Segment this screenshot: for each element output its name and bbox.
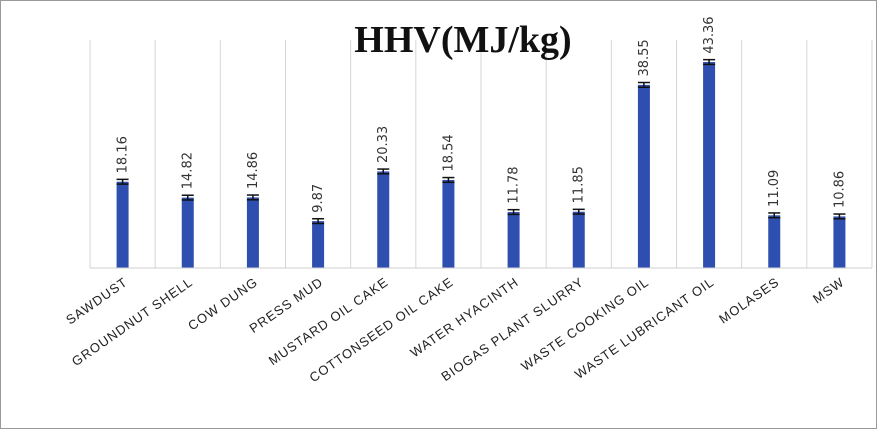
- category-label: MSW: [810, 274, 847, 306]
- data-label: 18.54: [441, 134, 456, 171]
- bar: [442, 179, 455, 268]
- bar: [507, 212, 520, 268]
- category-label: GROUNDNUT SHELL: [69, 274, 196, 369]
- bar: [833, 216, 846, 268]
- category-label: MUSTARD OIL CAKE: [266, 274, 391, 368]
- chart-title: HHV(MJ/kg): [354, 19, 571, 61]
- data-label: 11.78: [507, 166, 522, 203]
- bar: [116, 181, 129, 268]
- data-label: 18.16: [116, 136, 131, 173]
- bar: [637, 84, 650, 268]
- grid-lines: [89, 40, 873, 268]
- data-label: 11.09: [767, 170, 782, 207]
- bar: [768, 215, 781, 268]
- category-label: WASTE COOKING OIL: [518, 274, 651, 374]
- bar: [181, 197, 194, 268]
- data-label: 10.86: [832, 171, 847, 208]
- data-label: 14.86: [246, 152, 261, 189]
- data-labels-group: 18.16 14.82 14.86 9.87 20.33 18.54 11.78 11.85 3…: [116, 16, 848, 212]
- bar: [312, 221, 325, 268]
- data-label: 9.87: [311, 184, 326, 213]
- data-label: 43.36: [702, 16, 717, 53]
- data-label: 14.82: [181, 152, 196, 189]
- data-label: 38.55: [637, 39, 652, 76]
- bar: [703, 62, 716, 268]
- data-label: 11.85: [572, 166, 587, 203]
- bar: [572, 211, 585, 268]
- bar: [246, 197, 259, 268]
- data-label: 20.33: [376, 126, 391, 163]
- bars-group: [116, 58, 846, 268]
- category-label: MOLASES: [716, 274, 782, 326]
- bar: [377, 171, 390, 268]
- category-label: WATER HYACINTH: [407, 274, 521, 360]
- category-label: SAWDUST: [63, 274, 130, 327]
